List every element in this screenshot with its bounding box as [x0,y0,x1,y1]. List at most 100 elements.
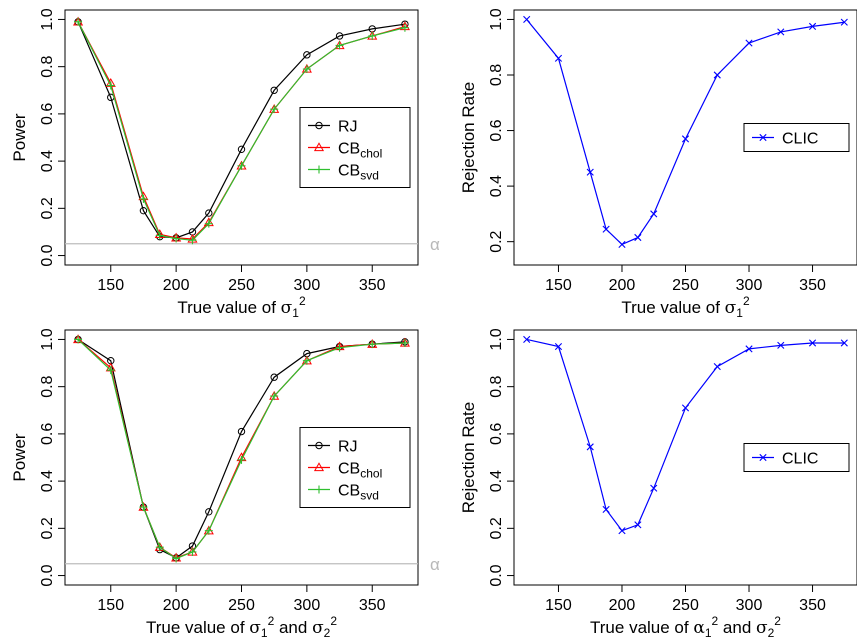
data-point-clic [681,135,690,143]
data-point-rj [205,508,213,516]
legend-label-rj: RJ [338,439,358,456]
x-tick-label: 150 [97,277,124,294]
x-tick-label: 250 [672,277,699,294]
data-point-clic [808,22,817,30]
y-tick-label: 0.6 [488,119,505,141]
x-axis-title: True value of σ12 [177,294,306,320]
data-point-cb_svd [368,31,377,40]
x-tick-label: 250 [228,277,255,294]
data-point-clic [634,233,642,242]
x-title-text: True value of [146,618,249,637]
x-title-subscript: 1 [705,626,712,640]
x-title-symbol: σ [312,618,324,638]
x-tick-label: 150 [97,597,124,614]
x-title-subscript: 1 [292,306,299,320]
series-line-clic [526,338,845,532]
x-tick-label: 150 [545,277,572,294]
data-point-clic [618,527,626,535]
data-point-cb_svd [188,547,197,556]
x-title-superscript: 2 [330,614,337,628]
panel-top-right: 150 200 250 300 350 0.2 0.4 0.6 0.8 1.0 Rejection … [459,8,857,320]
legend-label-text: RJ [338,439,358,456]
data-point-clic [713,363,721,371]
data-point-rj [237,145,246,154]
y-tick-label: 0.4 [39,150,56,172]
legend-label-subscript: svd [360,489,379,503]
legend-label-subscript: chol [360,147,382,161]
data-point-cb_svd [335,41,344,50]
data-point-cb_svd [368,340,377,349]
legend-label-text: CB [338,483,360,500]
data-point-cb_svd [188,236,197,245]
data-point-clic [523,335,531,344]
data-point-cb_svd [74,17,83,26]
legend-marker-clic [759,453,767,462]
data-point-cb_svd [400,23,409,32]
legend-label-cb_svd: CBsvd [338,163,379,183]
legend-label-text: CLIC [782,451,818,468]
legend-marker-rj [315,441,323,450]
data-point-clic [586,168,594,176]
data-point-clic [840,339,848,347]
data-point-cb_svd [155,231,164,240]
data-point-clic [713,71,721,79]
y-tick-label: 0.8 [488,64,505,86]
legend-label-text: RJ [338,119,358,136]
alpha-label: α [430,235,440,254]
panel-top-left: 150 200 250 300 350 0.0 0.2 0.4 0.6 0.8 1.0 Power Tr… [10,8,440,320]
y-tick-label: 0.0 [39,564,56,586]
data-point-cb_svd [237,161,246,170]
alpha-label: α [430,555,440,574]
x-title-symbol: σ [756,618,768,638]
data-point-cb_svd [106,81,115,90]
x-axis-title: True value of α12 and σ22 [590,614,781,640]
data-point-rj [205,209,213,217]
data-point-cb_svd [139,503,148,512]
data-point-cb_svd [172,554,181,563]
y-tick-label: 0.4 [39,470,56,492]
data-point-cb_svd [106,366,115,375]
data-point-clic [634,521,642,529]
legend: CLIC [743,443,850,472]
x-tick-label: 350 [799,277,826,294]
data-point-clic [554,342,563,351]
legend-label-subscript: svd [360,169,379,183]
y-tick-label: 1.0 [488,8,505,30]
x-title-subscript: 2 [768,626,775,640]
data-point-clic [650,484,658,492]
y-tick-label: 1.0 [39,328,56,350]
data-point-rj [237,427,246,436]
data-point-clic [586,443,594,451]
legend-label-text: CLIC [782,131,818,148]
y-tick-label: 0.6 [39,103,56,125]
x-axis-title: True value of σ12 and σ22 [146,614,337,640]
legend-label-cb_chol: CBchol [338,141,382,161]
data-point-clic [840,18,848,26]
x-title-text: True value of [621,298,724,317]
data-point-clic [618,240,626,249]
y-tick-label: 0.0 [39,244,56,266]
x-title-subscript: 2 [324,626,331,640]
x-tick-label: 300 [736,277,763,294]
x-tick-label: 200 [163,597,190,614]
x-title-superscript: 2 [299,294,306,308]
y-axis-title: Rejection Rate [459,82,478,194]
x-tick-label: 300 [294,277,321,294]
x-tick-label: 200 [609,277,636,294]
y-tick-label: 0.4 [488,175,505,197]
y-tick-label: 0.4 [488,470,505,492]
x-title-superscript: 2 [774,614,781,628]
legend-marker-cb_chol [313,142,325,152]
legend-label-text: CB [338,163,360,180]
y-axis-title: Power [10,433,29,482]
data-point-cb_svd [302,65,311,74]
x-tick-label: 350 [799,597,826,614]
y-tick-label: 0.8 [488,375,505,397]
legend-marker-clic [759,133,767,142]
data-point-rj [139,206,148,215]
x-title-text: True value of [177,298,280,317]
legend-marker-cb_svd [315,165,323,174]
